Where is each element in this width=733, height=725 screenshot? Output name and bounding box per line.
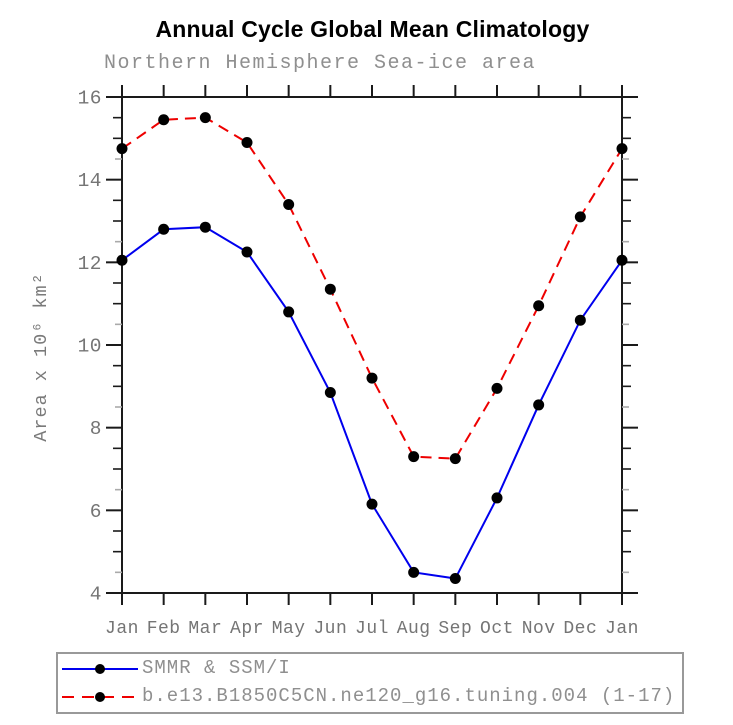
x-tick-label: Jan bbox=[605, 619, 639, 639]
legend-marker-dot bbox=[95, 692, 105, 702]
x-tick-label: Apr bbox=[230, 619, 264, 639]
x-tick-label: Sep bbox=[438, 619, 472, 639]
x-tick-label: Feb bbox=[147, 619, 181, 639]
data-point-marker-0 bbox=[324, 387, 336, 399]
legend-item-model: b.e13.B1850C5CN.ne120_g16.tuning.004 (1-… bbox=[58, 683, 682, 711]
data-point-marker-1 bbox=[533, 300, 545, 312]
data-point-marker-1 bbox=[616, 143, 628, 155]
x-tick-label: Jan bbox=[105, 619, 139, 639]
data-point-marker-1 bbox=[491, 382, 503, 394]
y-tick-label: 8 bbox=[90, 418, 102, 440]
data-point-marker-0 bbox=[158, 223, 170, 235]
y-axis-label: Area x 10⁶ km² bbox=[31, 272, 52, 441]
data-point-marker-0 bbox=[116, 254, 128, 266]
y-tick-label: 14 bbox=[78, 170, 102, 192]
series-line-0 bbox=[121, 226, 623, 580]
chart-title: Annual Cycle Global Mean Climatology bbox=[155, 16, 590, 42]
data-point-marker-0 bbox=[283, 306, 295, 318]
data-point-marker-1 bbox=[324, 283, 336, 295]
data-point-marker-1 bbox=[366, 372, 378, 384]
x-tick-label: Jun bbox=[313, 619, 347, 639]
legend-label-smmr: SMMR & SSM/I bbox=[142, 657, 291, 679]
data-point-marker-1 bbox=[158, 114, 170, 126]
data-point-marker-0 bbox=[491, 492, 503, 504]
data-point-marker-0 bbox=[574, 314, 586, 326]
chart-subtitle: Northern Hemisphere Sea-ice area bbox=[104, 52, 537, 75]
data-point-marker-1 bbox=[116, 143, 128, 155]
x-tick-label: Jul bbox=[355, 619, 389, 639]
data-point-marker-1 bbox=[449, 453, 461, 465]
axis-frame bbox=[121, 96, 623, 594]
x-tick-label: Dec bbox=[563, 619, 597, 639]
legend-marker-dot bbox=[95, 664, 105, 674]
series-line-1 bbox=[121, 116, 623, 460]
legend-line-sample-solid-blue bbox=[62, 664, 138, 674]
x-tick-label: Oct bbox=[480, 619, 514, 639]
y-tick-label: 10 bbox=[78, 336, 102, 358]
data-point-marker-0 bbox=[616, 254, 628, 266]
y-tick-label: 4 bbox=[90, 584, 102, 606]
data-point-marker-0 bbox=[199, 221, 211, 233]
data-point-marker-0 bbox=[533, 399, 545, 411]
data-point-marker-1 bbox=[199, 112, 211, 124]
data-point-marker-1 bbox=[241, 136, 253, 148]
y-tick-label: 12 bbox=[78, 253, 102, 275]
y-tick-label: 6 bbox=[90, 501, 102, 523]
x-tick-label: May bbox=[272, 619, 306, 639]
y-tick-label: 16 bbox=[78, 88, 102, 110]
plot-area: Jan Feb Mar Apr May Jun Jul Aug Sep Oct Nov Dec Jan4… bbox=[31, 85, 639, 639]
data-point-marker-0 bbox=[241, 246, 253, 258]
legend-box: SMMR & SSM/I b.e13.B1850C5CN.ne120_g16.t… bbox=[56, 652, 684, 714]
legend-line-sample-dashed-red bbox=[62, 692, 138, 702]
x-tick-label: Aug bbox=[397, 619, 431, 639]
data-point-marker-1 bbox=[574, 211, 586, 223]
x-tick-label: Mar bbox=[188, 619, 222, 639]
data-point-marker-1 bbox=[283, 198, 295, 210]
data-point-marker-1 bbox=[408, 451, 420, 463]
legend-item-smmr: SMMR & SSM/I bbox=[58, 655, 682, 683]
data-point-marker-0 bbox=[366, 498, 378, 510]
x-tick-label: Nov bbox=[522, 619, 556, 639]
data-point-marker-0 bbox=[408, 566, 420, 578]
data-point-marker-0 bbox=[449, 573, 461, 585]
legend-label-model: b.e13.B1850C5CN.ne120_g16.tuning.004 (1-… bbox=[142, 685, 676, 707]
